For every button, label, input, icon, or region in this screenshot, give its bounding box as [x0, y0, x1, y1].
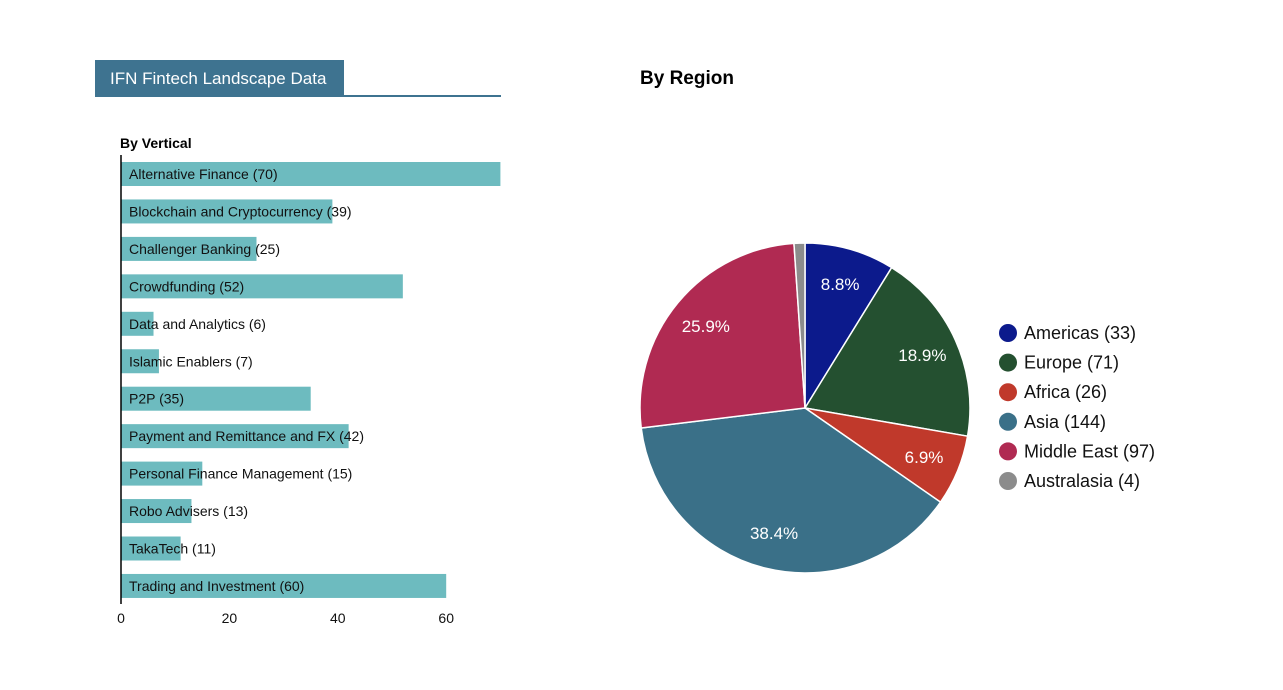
- bar-crowdfunding: [121, 274, 403, 299]
- x-tick-label: 0: [117, 610, 125, 626]
- bar-label: Alternative Finance (70): [129, 166, 278, 182]
- legend-label: Middle East (97): [1024, 441, 1155, 461]
- bar-label: Islamic Enablers (7): [129, 353, 253, 369]
- x-tick-label: 20: [222, 610, 238, 626]
- bar-personal-finance-management: [121, 461, 203, 486]
- bar-label: TakaTech (11): [129, 541, 216, 557]
- legend-swatch: [999, 412, 1017, 431]
- legend-label: Americas (33): [1024, 323, 1136, 343]
- legend-swatch: [999, 383, 1017, 402]
- bar-label: Trading and Investment (60): [129, 578, 304, 594]
- bar-label: Personal Finance Management (15): [129, 466, 352, 482]
- x-tick-label: 60: [438, 610, 454, 626]
- bar-payment-and-remittance-and-fx: [121, 424, 349, 449]
- bar-label: P2P (35): [129, 391, 184, 407]
- header-title: IFN Fintech Landscape Data: [95, 60, 344, 97]
- bar-challenger-banking: [121, 236, 257, 261]
- pie-slice-label: 38.4%: [750, 524, 798, 543]
- legend-label: Asia (144): [1024, 412, 1106, 432]
- bar-label: Challenger Banking (25): [129, 241, 280, 257]
- pie-slice-asia: [640, 407, 942, 574]
- bar-robo-advisers: [121, 499, 192, 524]
- pie-slice-middle-east: [639, 242, 806, 429]
- pie-slice-label: 18.9%: [898, 346, 946, 365]
- bar-alternative-finance: [121, 162, 501, 186]
- legend-swatch: [999, 324, 1017, 342]
- bar-label: Crowdfunding (52): [129, 278, 244, 294]
- legend-swatch: [999, 353, 1017, 372]
- pie-slice-australasia: [793, 242, 806, 409]
- pie-slice-americas: [804, 242, 893, 411]
- pie-slice-label: 25.9%: [682, 317, 730, 336]
- pie-slice-europe: [803, 266, 971, 438]
- bar-trading-and-investment: [121, 573, 447, 598]
- x-tick-label: 40: [330, 610, 346, 626]
- bar-data-and-analytics: [121, 311, 154, 336]
- header-underline: [95, 95, 501, 97]
- legend-label: Africa (26): [1024, 382, 1107, 402]
- bar-label: Payment and Remittance and FX (42): [129, 428, 364, 444]
- bar-blockchain-and-cryptocurrency: [121, 199, 333, 224]
- legend-label: Australasia (4): [1024, 471, 1140, 491]
- bar-chart-title: By Vertical: [120, 135, 192, 151]
- bar-takatech: [121, 536, 181, 561]
- pie-slice-label: 8.8%: [821, 275, 860, 294]
- bar-label: Data and Analytics (6): [129, 316, 266, 332]
- legend-swatch: [999, 442, 1017, 461]
- bar-p2p: [121, 386, 311, 411]
- bar-islamic-enablers: [121, 349, 159, 374]
- legend-label: Europe (71): [1024, 353, 1119, 373]
- bar-label: Blockchain and Cryptocurrency (39): [129, 203, 352, 219]
- bar-label: Robo Advisers (13): [129, 503, 248, 519]
- pie-chart-title: By Region: [640, 68, 734, 89]
- legend-swatch: [999, 472, 1017, 490]
- pie-slice-label: 6.9%: [905, 448, 944, 467]
